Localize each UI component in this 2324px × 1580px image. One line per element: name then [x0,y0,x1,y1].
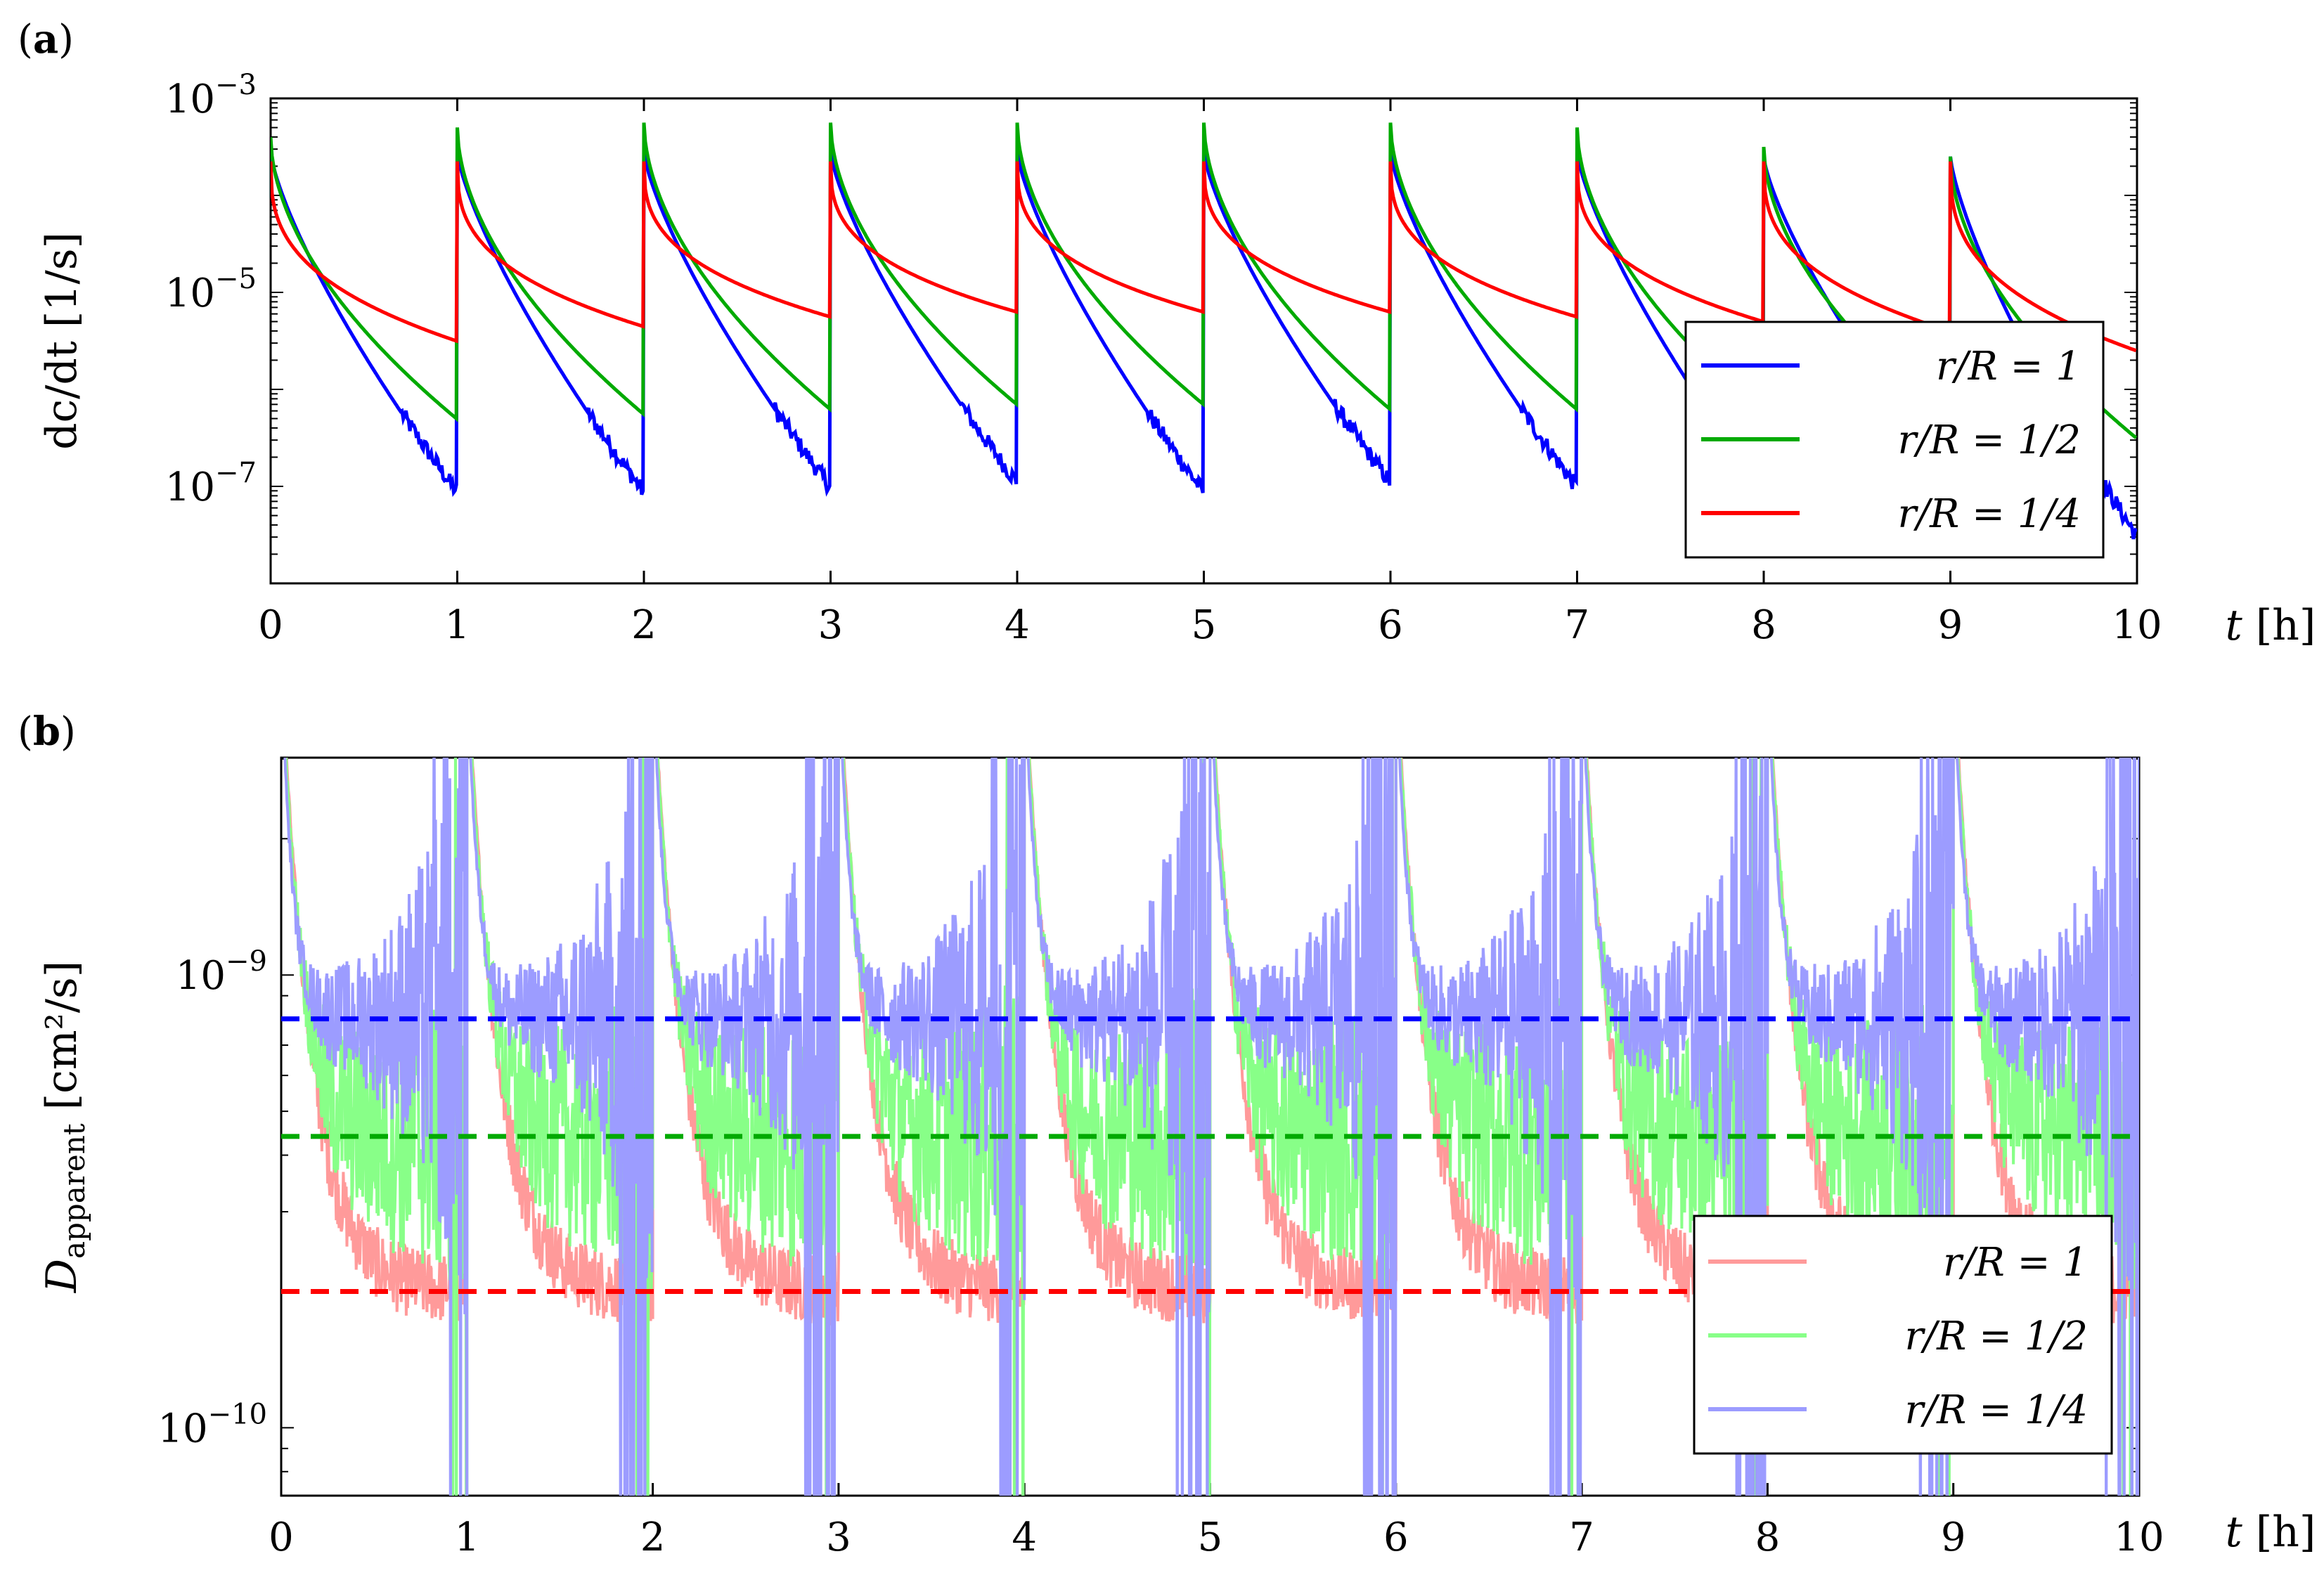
y-tick-label: 10−9 [176,945,267,999]
x-tick-label: 1 [445,602,470,648]
panel-a-yaxis: 10−3 10−5 10−7 [165,69,2137,584]
panel-a-axes: 0 1 2 3 4 5 6 7 8 9 10 [258,97,2162,648]
x-tick-label: 6 [1378,602,1403,648]
y-tick-label: 10−10 [157,1398,267,1451]
x-tick-label: 8 [1755,1515,1781,1560]
panel-b-legend: r/R = 1 r/R = 1/2 r/R = 1/4 [1693,1215,2113,1455]
x-tick-label: 5 [1198,1515,1223,1560]
y-tick-label: 10−7 [165,457,257,510]
legend-label: r/R = 1 [1936,344,2081,389]
panel-a-series [271,122,2137,540]
x-tick-label: 3 [826,1515,851,1560]
x-tick-label: 2 [640,1515,666,1560]
x-tick-label: 9 [1938,602,1963,648]
panel-a-legend: r/R = 1 r/R = 1/2 r/R = 1/4 [1684,320,2105,559]
x-tick-label: 10 [2112,602,2162,648]
x-tick-label: 7 [1569,1515,1594,1560]
series-line-3 [271,161,2137,353]
panel-a-xlabel: t [h] [2226,601,2316,650]
legend-label: r/R = 1/2 [1898,417,2081,463]
series-line-3 [283,758,2139,1496]
x-tick-label: 9 [1941,1515,1966,1560]
x-tick-label: 10 [2114,1515,2164,1560]
legend-label: r/R = 1 [1943,1240,2088,1286]
y-tick-label: 10−3 [165,69,257,122]
x-tick-label: 1 [454,1515,479,1560]
panel-b-xlabel: t [h] [2226,1508,2316,1557]
panel-b-label: (b) [18,708,76,755]
panel-a-ylabel: dc/dt [1/s] [37,232,86,450]
panel-b-ylabel: Dapparent [cm²/s] [37,961,91,1293]
x-tick-label: 0 [258,602,283,648]
x-tick-label: 6 [1383,1515,1409,1560]
legend-label: r/R = 1/4 [1905,1387,2088,1433]
x-tick-label: 4 [1012,1515,1037,1560]
x-tick-label: 2 [631,602,657,648]
x-tick-label: 8 [1751,602,1776,648]
y-tick-label: 10−5 [165,263,257,316]
x-tick-label: 5 [1192,602,1217,648]
x-tick-label: 7 [1565,602,1590,648]
x-tick-label: 4 [1005,602,1030,648]
panel-b-yaxis: 10−9 10−10 [157,758,2139,1472]
legend-label: r/R = 1/2 [1905,1314,2088,1359]
x-tick-label: 3 [818,602,844,648]
legend-label: r/R = 1/4 [1898,491,2081,537]
x-tick-label: 0 [269,1515,294,1560]
panel-a-label: (a) [18,16,74,63]
